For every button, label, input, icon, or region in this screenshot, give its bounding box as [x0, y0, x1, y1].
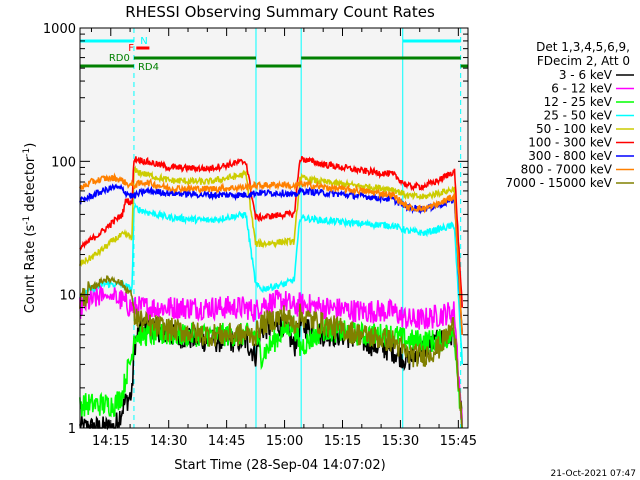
series-line-1 [79, 284, 463, 429]
state-label-rd4: RD4 [138, 62, 159, 73]
x-tick-label: 15:30 [382, 434, 419, 449]
y-tick-label: 1 [68, 422, 76, 437]
legend-label-6: 300 - 800 keV [528, 149, 612, 163]
y-axis-label: Count Rate (s-1 detector-1) [22, 143, 38, 314]
legend-label-5: 100 - 300 keV [528, 136, 612, 150]
x-tick-label: 14:45 [208, 434, 245, 449]
legend-label-4: 50 - 100 keV [536, 122, 613, 136]
y-axis: 1 10 100 1000 [43, 22, 468, 437]
legend-label-7: 800 - 7000 keV [521, 163, 613, 177]
state-label-n: N [140, 36, 147, 47]
x-tick-label: 15:00 [266, 434, 303, 449]
series-group [79, 155, 463, 431]
legend-header-line-2: FDecim 2, Att 0 [537, 54, 630, 68]
state-label-f: F [128, 43, 134, 54]
y-tick-label: 1000 [43, 22, 76, 37]
x-axis-label: Start Time (28-Sep-04 14:07:02) [174, 458, 385, 473]
series-line-4 [79, 165, 463, 335]
series-line-6 [79, 183, 463, 335]
legend-header-line-1: Det 1,3,4,5,6,9, [536, 40, 630, 54]
plot-frame [79, 27, 469, 429]
series-line-3 [79, 202, 463, 365]
x-tick-label: 14:15 [92, 434, 129, 449]
legend-label-8: 7000 - 15000 keV [505, 176, 612, 190]
y-tick-label: 100 [51, 155, 76, 170]
x-tick-label: 14:30 [150, 434, 187, 449]
series-line-5 [79, 155, 463, 308]
x-tick-label: 15:15 [324, 434, 361, 449]
chart-title: RHESSI Observing Summary Count Rates [125, 3, 435, 21]
x-axis: 14:15 14:30 14:45 15:00 15:15 15:30 15:45 [90, 28, 477, 449]
y-tick-label: 10 [59, 289, 76, 304]
series-line-2 [79, 315, 463, 429]
x-tick-label: 15:45 [440, 434, 477, 449]
legend-label-1: 6 - 12 keV [551, 82, 613, 96]
state-label-rd0: RD0 [109, 53, 130, 64]
series-line-8 [79, 275, 463, 429]
render-timestamp: 21-Oct-2021 07:47 [551, 469, 636, 479]
legend-label-2: 12 - 25 keV [544, 95, 613, 109]
legend-label-0: 3 - 6 keV [559, 68, 613, 82]
legend-label-3: 25 - 50 keV [544, 109, 613, 123]
legend: Det 1,3,4,5,6,9, FDecim 2, Att 0 3 - 6 k… [505, 40, 634, 190]
series-line-7 [79, 172, 463, 335]
